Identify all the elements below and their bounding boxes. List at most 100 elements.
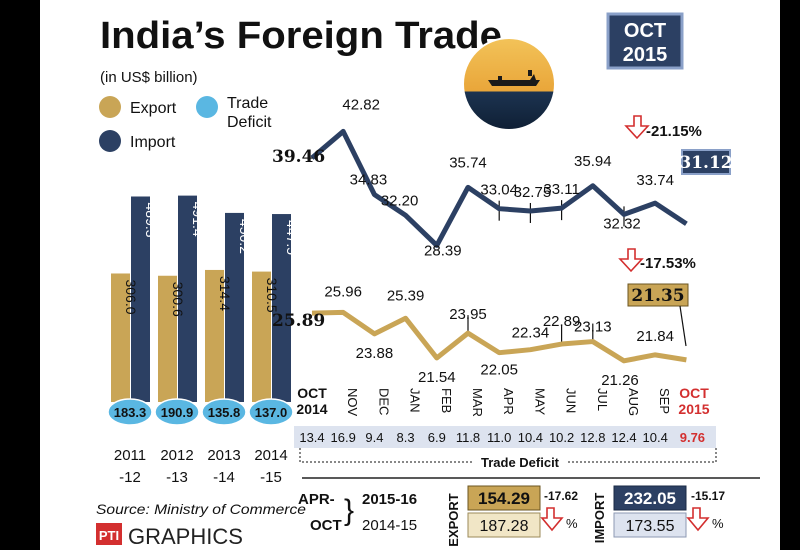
import-bar-label: 447.5 — [284, 220, 300, 255]
deficit-value: 9.76 — [680, 430, 705, 445]
export-start-label: 25.89 — [272, 311, 325, 331]
deficit-bubble-label: 135.8 — [208, 405, 241, 420]
export-point-label: 22.34 — [512, 325, 550, 342]
deficit-value: 11.0 — [487, 430, 511, 445]
deficit-value: 10.4 — [518, 430, 543, 445]
summary-period-1: APR- — [298, 491, 335, 508]
source-note: Source: Ministry of Commerce — [96, 501, 306, 517]
import-bar — [131, 196, 150, 402]
annual-bar-chart: 306.0 489.3 183.3 2011 -12 300.6 491.4 190.9 201… — [107, 195, 300, 486]
import-bar-label: 491.4 — [190, 202, 206, 237]
export-change-down-arrow-icon — [618, 248, 644, 273]
deficit-value: 10.4 — [643, 430, 668, 445]
summary-import-previous-box — [613, 512, 687, 538]
export-bar — [252, 271, 271, 402]
badge-year: 2015 — [623, 44, 668, 66]
year-label-suffix: -14 — [213, 469, 235, 486]
year-label-suffix: -12 — [119, 469, 141, 486]
deficit-bubble — [248, 398, 294, 426]
export-bar-label: 306.0 — [123, 279, 139, 314]
export-line — [311, 309, 687, 364]
import-point-label: 33.04 — [480, 182, 518, 199]
month-label: DEC — [376, 388, 391, 415]
summary-period-2: OCT — [310, 517, 342, 534]
deficit-bubble — [107, 398, 153, 426]
export-point-label: 23.95 — [449, 306, 487, 323]
export-change-label: -17.53% — [640, 255, 696, 272]
month-first-year: 2014 — [296, 401, 327, 417]
summary-year-current: 2015-16 — [362, 491, 417, 508]
import-start-label: 39.46 — [272, 147, 325, 167]
deficit-value: 12.8 — [580, 430, 605, 445]
month-last-label: OCT — [679, 385, 709, 401]
year-label: 2013 — [207, 447, 240, 464]
year-label: 2012 — [160, 447, 193, 464]
legend-export-swatch — [99, 96, 121, 118]
deficit-value: 16.9 — [331, 430, 356, 445]
deficit-bubble — [154, 398, 200, 426]
export-point-label: 22.89 — [543, 313, 581, 330]
import-end-box — [681, 149, 731, 175]
deficit-bracket — [299, 448, 717, 463]
summary-export-label: EXPORT — [446, 493, 461, 547]
pti-logo-text: PTI — [99, 528, 119, 543]
import-bar — [225, 212, 244, 402]
export-point-label: 23.88 — [356, 345, 394, 362]
summary-export-previous-box — [467, 512, 541, 538]
summary-brace: } — [344, 494, 354, 527]
deficit-value: 11.8 — [456, 430, 480, 445]
summary-import-current-box — [613, 485, 687, 511]
month-label: SEP — [657, 388, 672, 414]
legend-import-label: Import — [130, 134, 176, 151]
year-label-suffix: -13 — [166, 469, 188, 486]
summary-import-current: 232.05 — [624, 489, 676, 508]
infographic: India’s Foreign Trade OCT 2015 (in US$ b… — [40, 0, 780, 550]
month-label: JAN — [408, 388, 423, 413]
export-end-connector — [679, 305, 687, 347]
month-label: JUN — [564, 388, 579, 413]
month-label: NOV — [345, 388, 360, 417]
import-bar — [178, 195, 197, 402]
deficit-value: 10.2 — [549, 430, 574, 445]
deficit-value: 6.9 — [428, 430, 446, 445]
year-label: 2011 — [114, 447, 146, 464]
summary-year-previous: 2014-15 — [362, 517, 417, 534]
export-end-label: 21.35 — [631, 286, 684, 306]
export-point-label: 25.39 — [387, 287, 425, 304]
import-point-label: 33.11 — [543, 181, 579, 198]
import-point-label: 34.83 — [350, 172, 388, 189]
deficit-value: 9.4 — [365, 430, 383, 445]
legend-export-label: Export — [130, 100, 177, 117]
import-point-label: 35.94 — [574, 153, 612, 170]
import-down-arrow-icon: % — [686, 507, 724, 532]
month-label: MAY — [532, 388, 547, 416]
import-point-label: 32.75 — [514, 184, 552, 201]
import-point-label: 35.74 — [449, 154, 487, 171]
export-bar — [158, 275, 177, 402]
summary-import-label: IMPORT — [592, 493, 607, 544]
deficit-band-label: Trade Deficit — [481, 455, 560, 470]
deficit-bubble-label: 183.3 — [114, 405, 147, 420]
deficit-band — [294, 426, 716, 448]
export-bar — [111, 273, 130, 402]
deficit-bubble-label: 190.9 — [161, 405, 194, 420]
import-point-label: 32.32 — [603, 215, 641, 232]
summary-export-pct: % — [566, 516, 578, 531]
export-point-label: 25.96 — [324, 283, 362, 300]
month-first-label: OCT — [297, 385, 327, 401]
legend: Export Trade Deficit Import — [99, 95, 272, 152]
summary-panel: APR- OCT } 2015-16 2014-15 EXPORT 154.29… — [298, 477, 760, 547]
summary-export-previous: 187.28 — [480, 518, 529, 535]
import-bar-label: 489.3 — [143, 202, 159, 237]
deficit-bubble-label: 137.0 — [255, 405, 288, 420]
import-line — [310, 128, 688, 248]
export-point-label: 22.05 — [480, 362, 518, 379]
import-point-label: 33.74 — [636, 172, 674, 189]
import-point-label: 32.20 — [381, 192, 419, 209]
export-bar-label: 314.4 — [217, 276, 233, 311]
import-bar-label: 450.2 — [237, 219, 253, 254]
deficit-value: 8.3 — [397, 430, 415, 445]
export-point-label: 21.26 — [601, 372, 639, 389]
export-bar — [205, 269, 224, 402]
export-bar-label: 310.5 — [264, 278, 280, 313]
